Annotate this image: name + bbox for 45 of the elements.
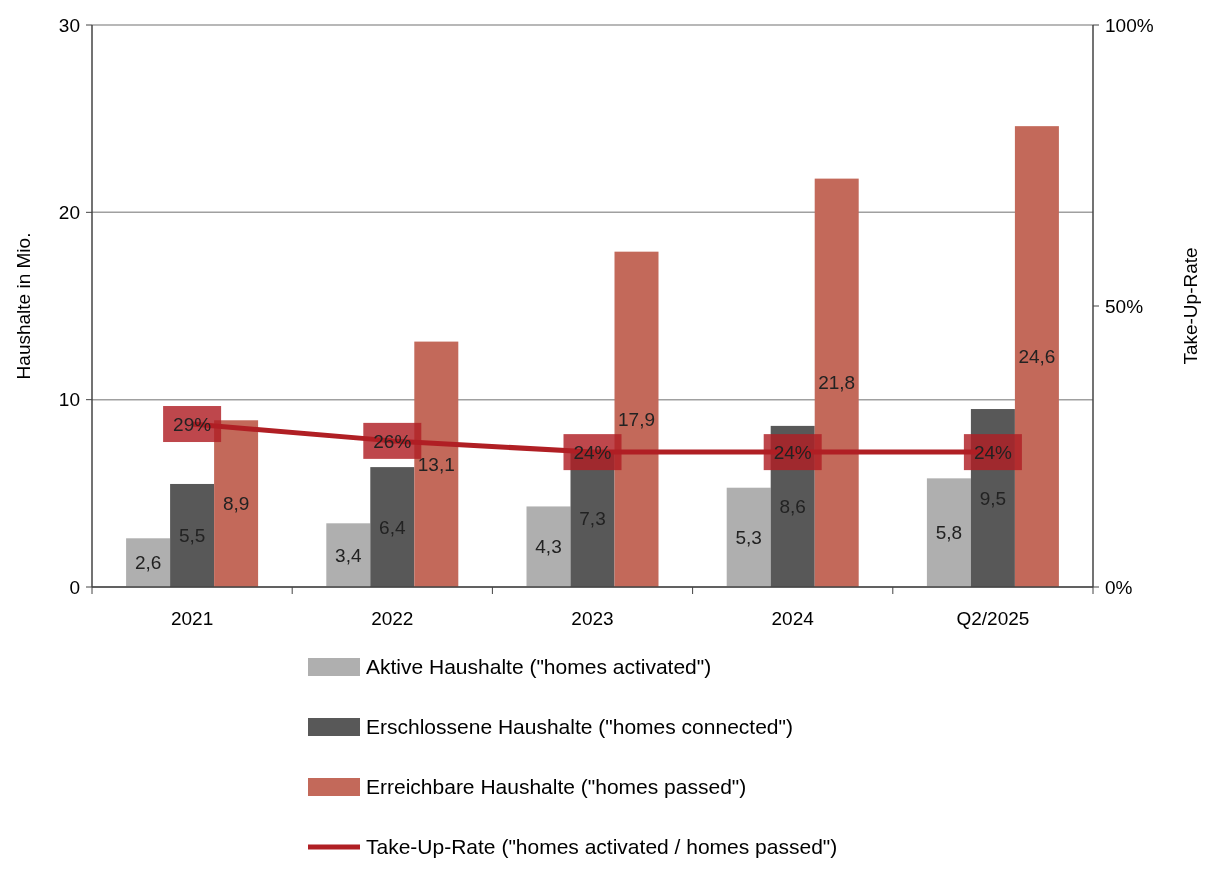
legend-label: Aktive Haushalte ("homes activated") [366, 655, 712, 679]
bar [214, 420, 259, 587]
x-tick-label: 2021 [170, 608, 214, 629]
data-label: 26% [373, 430, 412, 452]
y2-axis-title: Take-Up-Rate [1180, 247, 1201, 365]
data-label: 5,8 [935, 522, 963, 544]
data-label: 2,6 [134, 552, 162, 574]
data-label: 21,8 [818, 372, 856, 394]
y2-tick-label: 50% [1105, 295, 1144, 317]
y-tick-label: 30 [58, 14, 80, 36]
bar [126, 538, 171, 587]
bar [370, 467, 415, 587]
data-label: 24% [773, 441, 812, 463]
x-tick-label: Q2/2025 [956, 608, 1030, 629]
bar [926, 478, 971, 587]
data-label: 24% [573, 441, 612, 463]
x-tick-label: 2023 [571, 608, 614, 629]
y2-tick-label: 0% [1105, 576, 1133, 598]
data-label: 29% [173, 413, 212, 435]
data-label: 5,3 [735, 527, 762, 549]
data-label: 24% [973, 441, 1013, 463]
bar [526, 506, 571, 587]
y2-tick-label: 100% [1105, 14, 1154, 36]
data-label: 17,9 [618, 408, 655, 430]
data-label: 8,9 [222, 493, 250, 515]
bar [326, 523, 371, 587]
legend-label: Erreichbare Haushalte ("homes passed") [366, 775, 747, 799]
y-tick-label: 10 [58, 389, 80, 411]
legend-label: Erschlossene Haushalte ("homes connected") [366, 715, 793, 739]
x-tick-label: 2022 [371, 608, 414, 629]
data-label: 13,1 [417, 453, 455, 475]
bar [614, 251, 659, 587]
x-tick-label: 2024 [771, 608, 815, 629]
y-axis-title: Haushalte in Mio. [13, 232, 34, 380]
bar [814, 178, 859, 587]
bar [726, 487, 771, 587]
bar [414, 341, 459, 587]
bar [1014, 126, 1059, 587]
data-label: 24,6 [1018, 346, 1056, 368]
y-tick-label: 0 [69, 576, 80, 598]
bar [170, 483, 215, 587]
legend-label: Take-Up-Rate ("homes activated / homes passed") [366, 835, 838, 859]
y-tick-label: 20 [58, 201, 80, 223]
data-label: 4,3 [535, 536, 562, 558]
data-label: 3,4 [335, 544, 362, 566]
